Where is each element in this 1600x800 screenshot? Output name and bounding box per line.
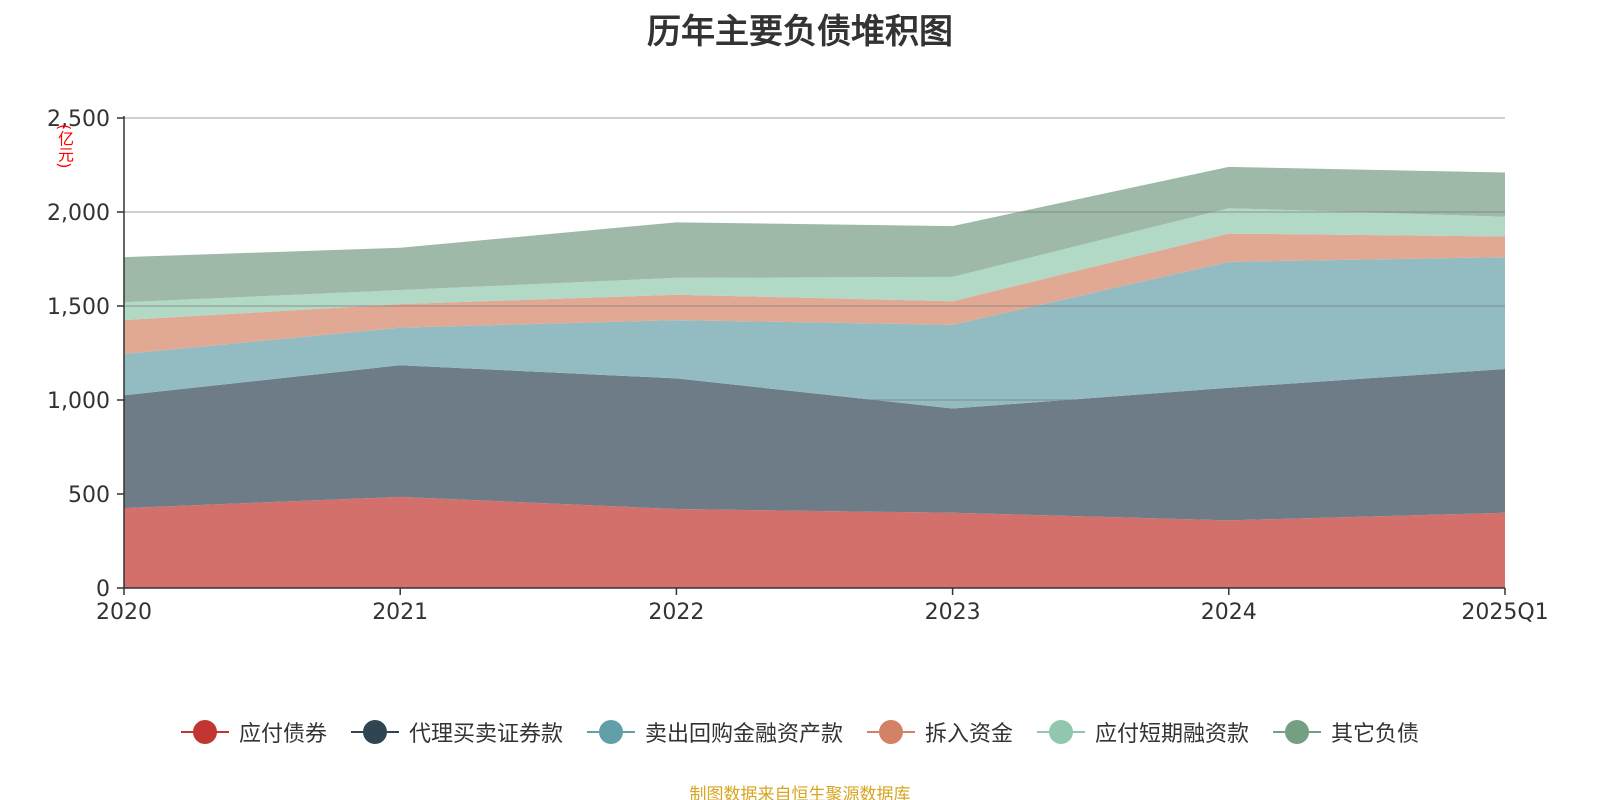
legend-swatch-dot — [879, 720, 903, 744]
legend-item-5[interactable]: 其它负债 — [1273, 716, 1419, 748]
legend-swatch-icon — [1037, 719, 1086, 745]
legend-label: 其它负债 — [1331, 722, 1420, 747]
legend-item-1[interactable]: 代理买卖证券款 — [350, 716, 563, 748]
legend-item-0[interactable]: 应付债券 — [180, 716, 327, 748]
y-unit-label: (亿元) — [55, 124, 74, 169]
legend: 应付债券 代理买卖证券款 卖出回购金融资产款 拆入资金 应付短期融资款 其它负债 — [0, 716, 1600, 748]
chart-title: 历年主要负债堆积图 — [647, 12, 953, 52]
area-series-3 — [124, 233, 1505, 354]
grid-group — [124, 117, 1505, 495]
area-series-2 — [124, 257, 1505, 409]
x-tick-label-0: 2020 — [96, 600, 152, 625]
y-tick-label-0: 0 — [96, 577, 110, 602]
x-tick-label-4: 2024 — [1201, 600, 1257, 625]
source-note: 制图数据来自恒生聚源数据库 — [689, 785, 911, 800]
legend-label: 代理买卖证券款 — [408, 722, 563, 747]
x-tick-label-5: 2025Q1 — [1461, 600, 1548, 625]
x-tick-label-2: 2022 — [648, 600, 704, 625]
y-tick-label-1: 500 — [68, 483, 110, 508]
legend-item-4[interactable]: 应付短期融资款 — [1037, 716, 1249, 748]
area-series-0 — [124, 496, 1505, 588]
area-series-5 — [124, 166, 1505, 303]
y-tick-label-4: 2,000 — [47, 201, 110, 226]
x-tick-label-3: 2023 — [925, 600, 981, 625]
legend-swatch-dot — [1049, 720, 1074, 744]
y-tick-label-5: 2,500 — [47, 107, 110, 132]
legend-label: 应付短期融资款 — [1095, 722, 1250, 747]
x-tick-label-1: 2021 — [372, 600, 428, 625]
legend-swatch-icon — [1273, 719, 1322, 745]
legend-label: 应付债券 — [238, 722, 327, 747]
legend-swatch-dot — [598, 720, 623, 744]
legend-item-2[interactable]: 卖出回购金融资产款 — [586, 716, 843, 748]
area-series-4 — [124, 208, 1505, 321]
axis-group: 0 500 1,000 1,500 2,000 2,500 2020 2021 2022 2023… — [47, 107, 1549, 625]
y-tick-label-2: 1,000 — [47, 389, 110, 414]
legend-swatch-icon — [180, 719, 229, 745]
legend-swatch-icon — [586, 719, 635, 745]
area-series-1 — [124, 365, 1505, 521]
legend-swatch-dot — [192, 720, 217, 744]
legend-item-3[interactable]: 拆入资金 — [867, 716, 1013, 748]
legend-swatch-dot — [362, 720, 387, 744]
area-group — [124, 166, 1505, 588]
legend-swatch-icon — [350, 719, 399, 745]
legend-label: 卖出回购金融资产款 — [644, 722, 843, 747]
legend-swatch-icon — [867, 719, 915, 745]
legend-swatch-dot — [1285, 720, 1310, 744]
legend-label: 拆入资金 — [925, 722, 1014, 747]
y-tick-label-3: 1,500 — [47, 295, 110, 320]
